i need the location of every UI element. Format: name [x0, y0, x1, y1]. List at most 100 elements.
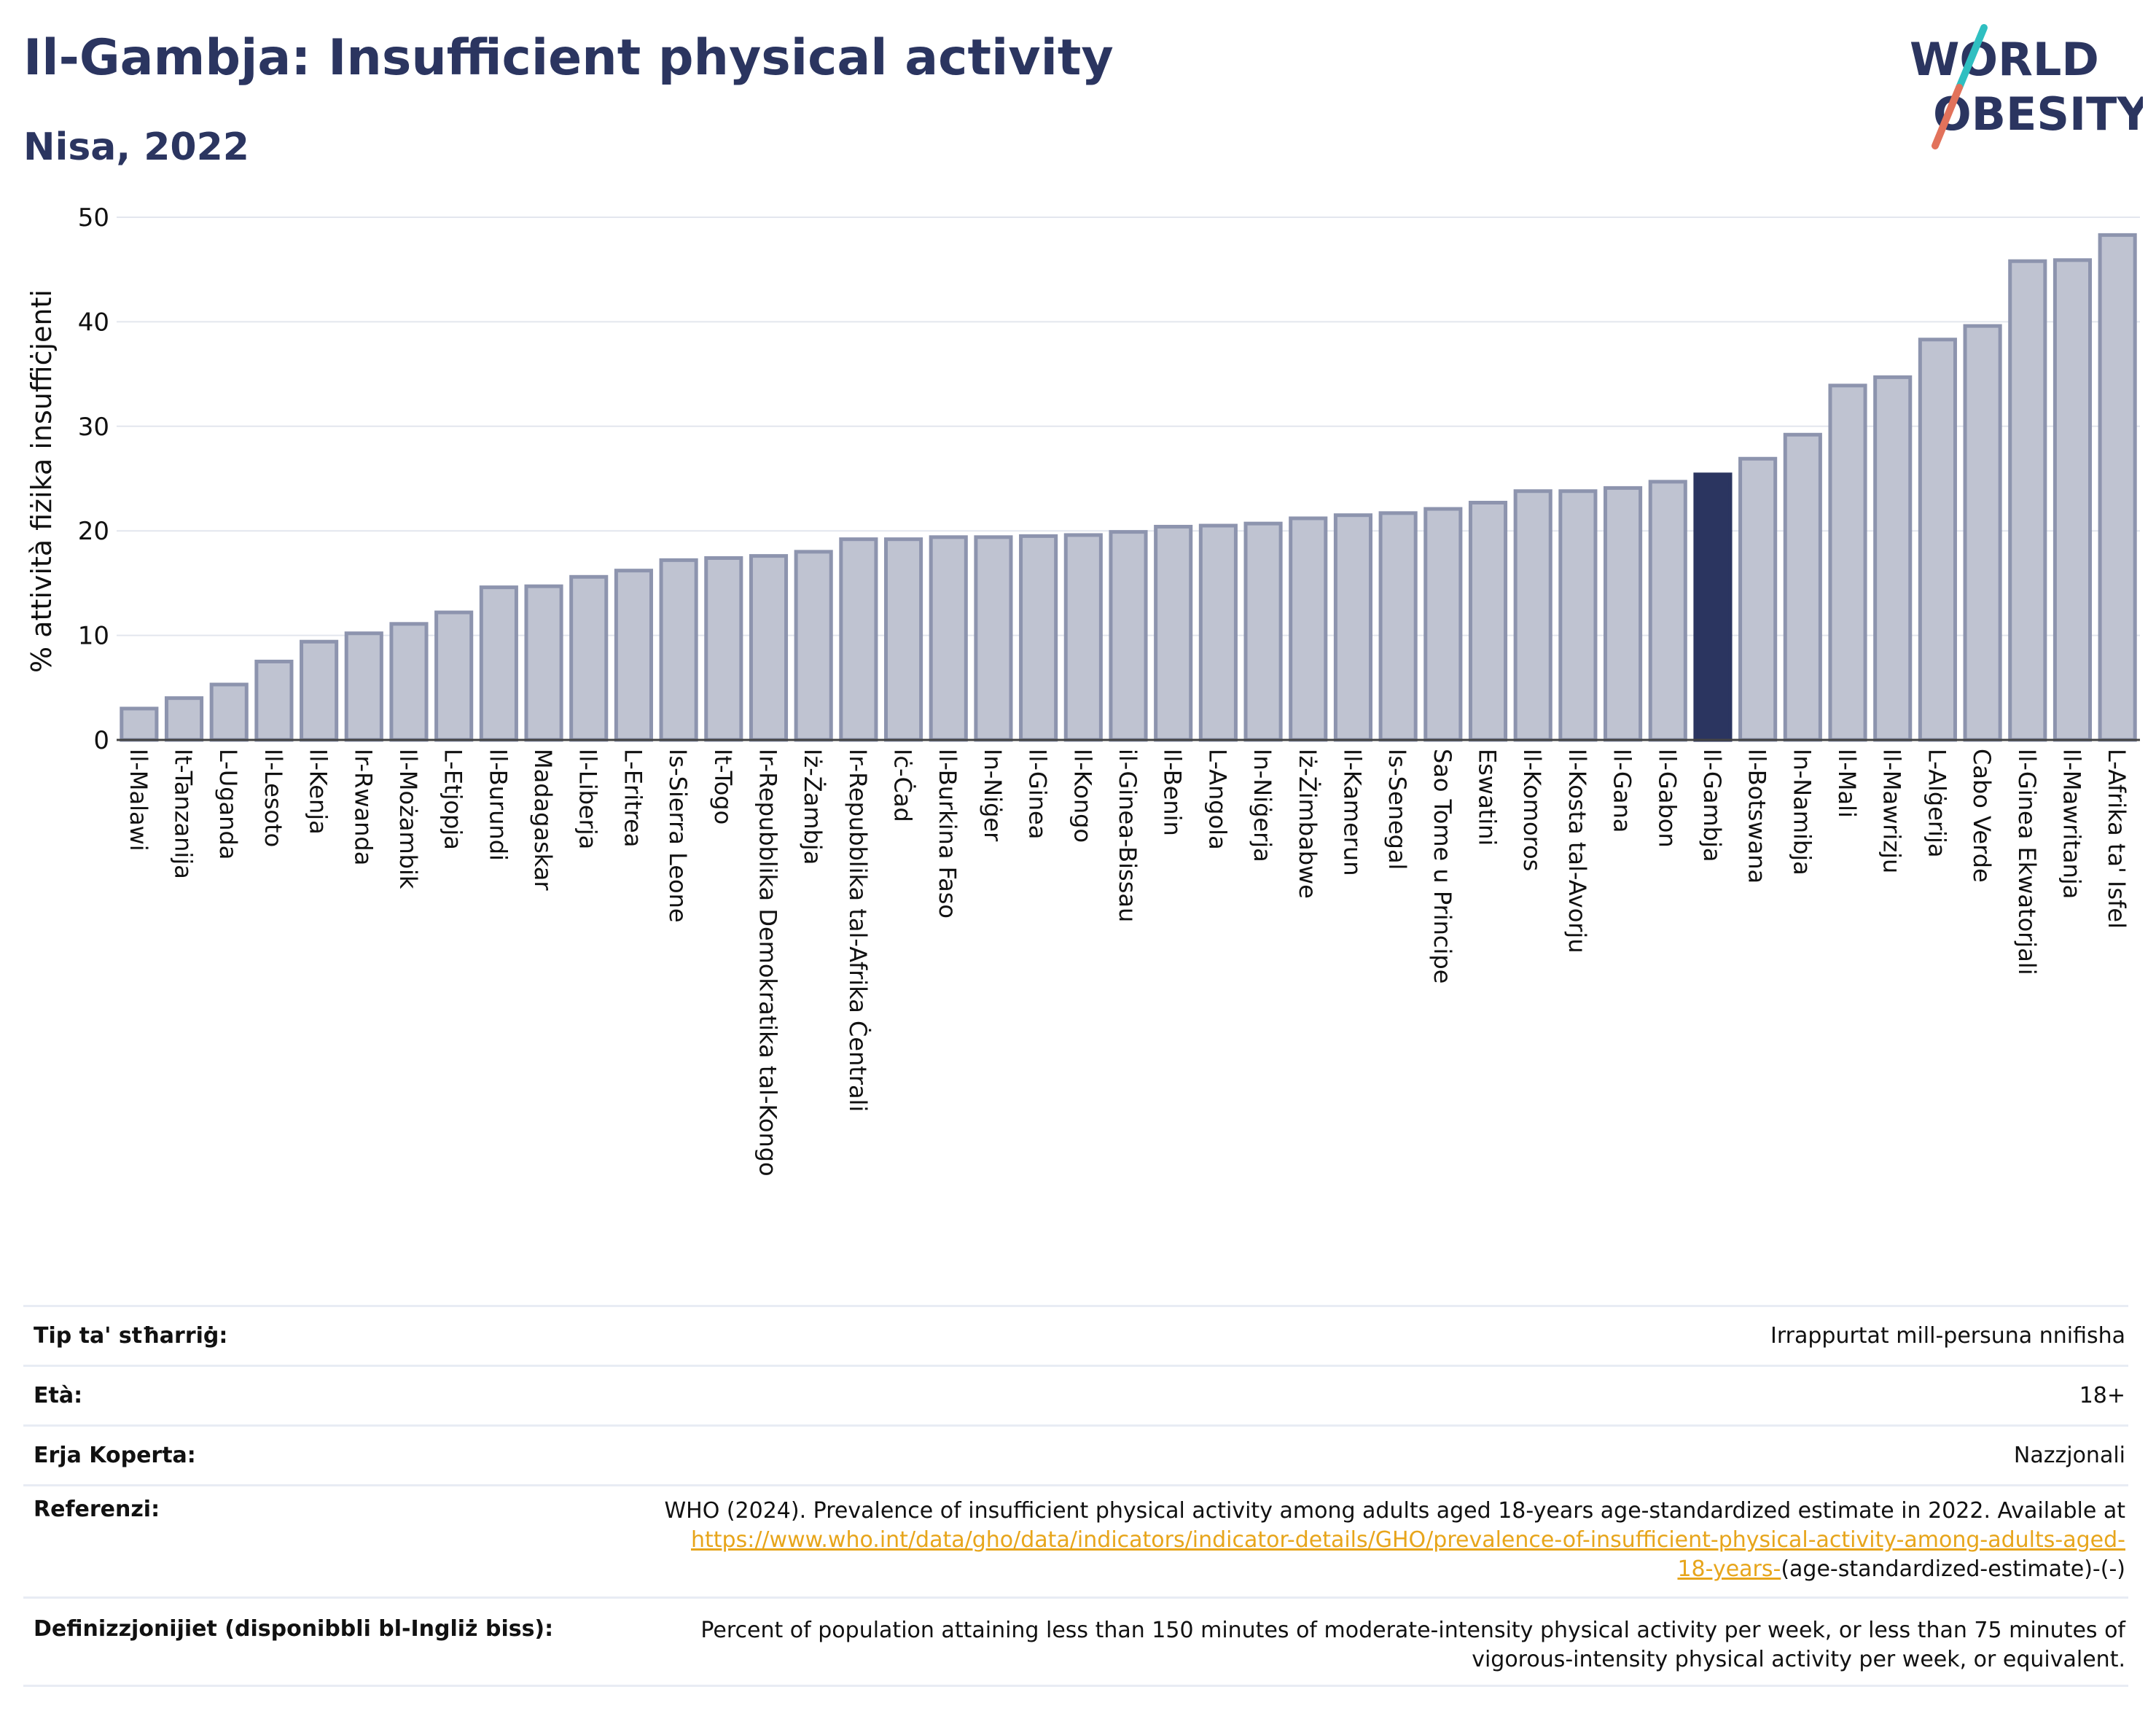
x-tick-label: Iż-Żambja — [799, 749, 827, 865]
bar — [974, 535, 1013, 742]
bar — [883, 537, 923, 742]
info-label: Tip ta' stħarriġ: — [34, 1323, 228, 1349]
x-tick-label: Il-Ginea Ekwatorjali — [2013, 749, 2041, 975]
y-tick-label: 50 — [78, 203, 109, 233]
x-tick-label: In-Niġer — [979, 749, 1007, 842]
x-tick-label: Il-Gambja — [1698, 749, 1726, 862]
info-label: Erja Koperta: — [34, 1443, 196, 1468]
x-tick-label: Il-Gabon — [1653, 749, 1681, 848]
x-tick-label: Il-Mawritanja — [2058, 749, 2085, 899]
x-tick-label: Il-Komoros — [1518, 749, 1546, 871]
references-text: WHO (2024). Prevalence of insufficient p… — [664, 1498, 2125, 1524]
bar — [344, 631, 383, 742]
x-tick-label: Sao Tome u Principe — [1429, 749, 1456, 983]
references-link-cont[interactable]: 18-years- — [1677, 1556, 1781, 1582]
y-tick-label: 10 — [78, 622, 109, 651]
page-title: Il-Gambja: Insufficient physical activit… — [23, 29, 1114, 87]
bar — [300, 639, 339, 742]
x-tick-label: Is-Sierra Leone — [664, 749, 692, 923]
info-row-area: Erja Koperta: Nazzjonali — [23, 1424, 2128, 1484]
bar — [569, 574, 609, 742]
bar — [164, 696, 204, 742]
bar-highlighted — [1693, 472, 1733, 742]
bar — [1198, 523, 1238, 742]
info-label: Definizzjonijiet (disponibbli bl-Ingliż … — [34, 1616, 554, 1642]
world-obesity-logo: WORLD OBESITY — [1910, 24, 2143, 149]
logo-slash-top — [1956, 24, 1988, 91]
bar — [209, 682, 249, 742]
bar — [1963, 324, 2002, 742]
logo-word-world: WORLD — [1910, 33, 2099, 86]
x-tick-label: L-Alġerija — [1923, 749, 1950, 857]
y-tick-label: 30 — [78, 413, 109, 442]
bar — [479, 585, 518, 742]
definitions-value: Percent of population attaining less tha… — [700, 1616, 2128, 1685]
x-axis-labels: Il-Malawi It-Tanzanija L-Uganda Il-Lesoto Il… — [125, 749, 2130, 1177]
x-tick-label: Il-Możambik — [394, 749, 422, 889]
bar — [1648, 480, 1687, 742]
x-tick-label: L-Etjopja — [440, 749, 467, 850]
x-tick-label: il-Ginea-Bissau — [1114, 749, 1141, 922]
bar — [1333, 513, 1373, 742]
bar — [794, 550, 833, 742]
bar — [1109, 530, 1148, 742]
x-tick-label: In-Niġerja — [1249, 749, 1276, 862]
x-tick-label: Eswatini — [1474, 749, 1501, 846]
bar — [1783, 432, 1822, 742]
bar — [2008, 259, 2047, 742]
bar — [1558, 489, 1598, 742]
info-row-survey-type: Tip ta' stħarriġ: Irrappurtat mill-persu… — [23, 1305, 2128, 1365]
bar — [1873, 375, 1913, 742]
bar — [749, 554, 789, 742]
bar — [929, 535, 968, 742]
bar — [659, 558, 698, 742]
x-tick-label: Il-Ginea — [1024, 749, 1052, 839]
bar — [839, 537, 878, 742]
y-tick-label: 40 — [78, 308, 109, 337]
bar — [1513, 489, 1552, 742]
x-tick-label: L-Angola — [1203, 749, 1231, 850]
x-tick-label: Il-Kenja — [305, 749, 332, 835]
info-value: Irrappurtat mill-persuna nnifisha — [1770, 1322, 2125, 1349]
references-value: WHO (2024). Prevalence of insufficient p… — [664, 1497, 2128, 1596]
bar-chart: 0 10 20 30 40 50 Il-Malawi It-Tanzanija L-Ugand… — [26, 203, 2140, 1177]
bar — [1604, 486, 1643, 742]
bar — [524, 584, 563, 742]
bar — [704, 555, 743, 742]
x-tick-label: Ir-Rwanda — [349, 749, 377, 865]
info-value: 18+ — [2079, 1382, 2125, 1408]
bar — [1738, 456, 1778, 742]
info-label: Età: — [34, 1383, 83, 1408]
bar — [2053, 258, 2093, 742]
x-tick-label: Il-Liberja — [574, 749, 602, 849]
y-tick-label: 20 — [78, 517, 109, 546]
x-tick-label: Il-Mali — [1833, 749, 1861, 818]
bar — [1468, 500, 1508, 742]
x-tick-label: L-Uganda — [214, 749, 242, 859]
info-row-references: Referenzi: WHO (2024). Prevalence of ins… — [23, 1484, 2128, 1596]
y-tick-label: 0 — [93, 726, 109, 755]
info-label: Referenzi: — [34, 1497, 160, 1522]
x-tick-label: It-Togo — [709, 749, 737, 824]
y-axis-label: % attività fiżika insuffiċjenti — [26, 289, 58, 673]
x-tick-label: Il-Kongo — [1069, 749, 1096, 843]
references-tail: (age-standardized-estimate)-(-) — [1781, 1556, 2125, 1582]
x-tick-label: L-Afrika ta' Isfel — [2103, 749, 2130, 929]
x-tick-label: Madagaskar — [529, 749, 557, 891]
x-tick-label: Il-Benin — [1159, 749, 1187, 836]
bar — [2098, 233, 2137, 742]
x-tick-label: Is-Senegal — [1383, 749, 1411, 870]
bar — [1828, 383, 1867, 742]
y-axis-ticks: 0 10 20 30 40 50 — [78, 203, 109, 755]
bar — [1289, 516, 1328, 742]
x-tick-label: It-Tanzanija — [170, 749, 198, 879]
x-tick-label: Il-Kosta tal-Avorju — [1563, 749, 1591, 954]
bar — [1243, 521, 1283, 742]
bar — [254, 659, 294, 742]
bar — [1154, 524, 1193, 742]
references-link[interactable]: https://www.who.int/data/gho/data/indica… — [691, 1527, 2125, 1553]
bar — [1063, 533, 1103, 742]
logo-word-obesity: OBESITY — [1933, 87, 2143, 141]
x-tick-label: In-Namibja — [1788, 749, 1816, 876]
x-tick-label: Il-Burkina Faso — [934, 749, 961, 919]
